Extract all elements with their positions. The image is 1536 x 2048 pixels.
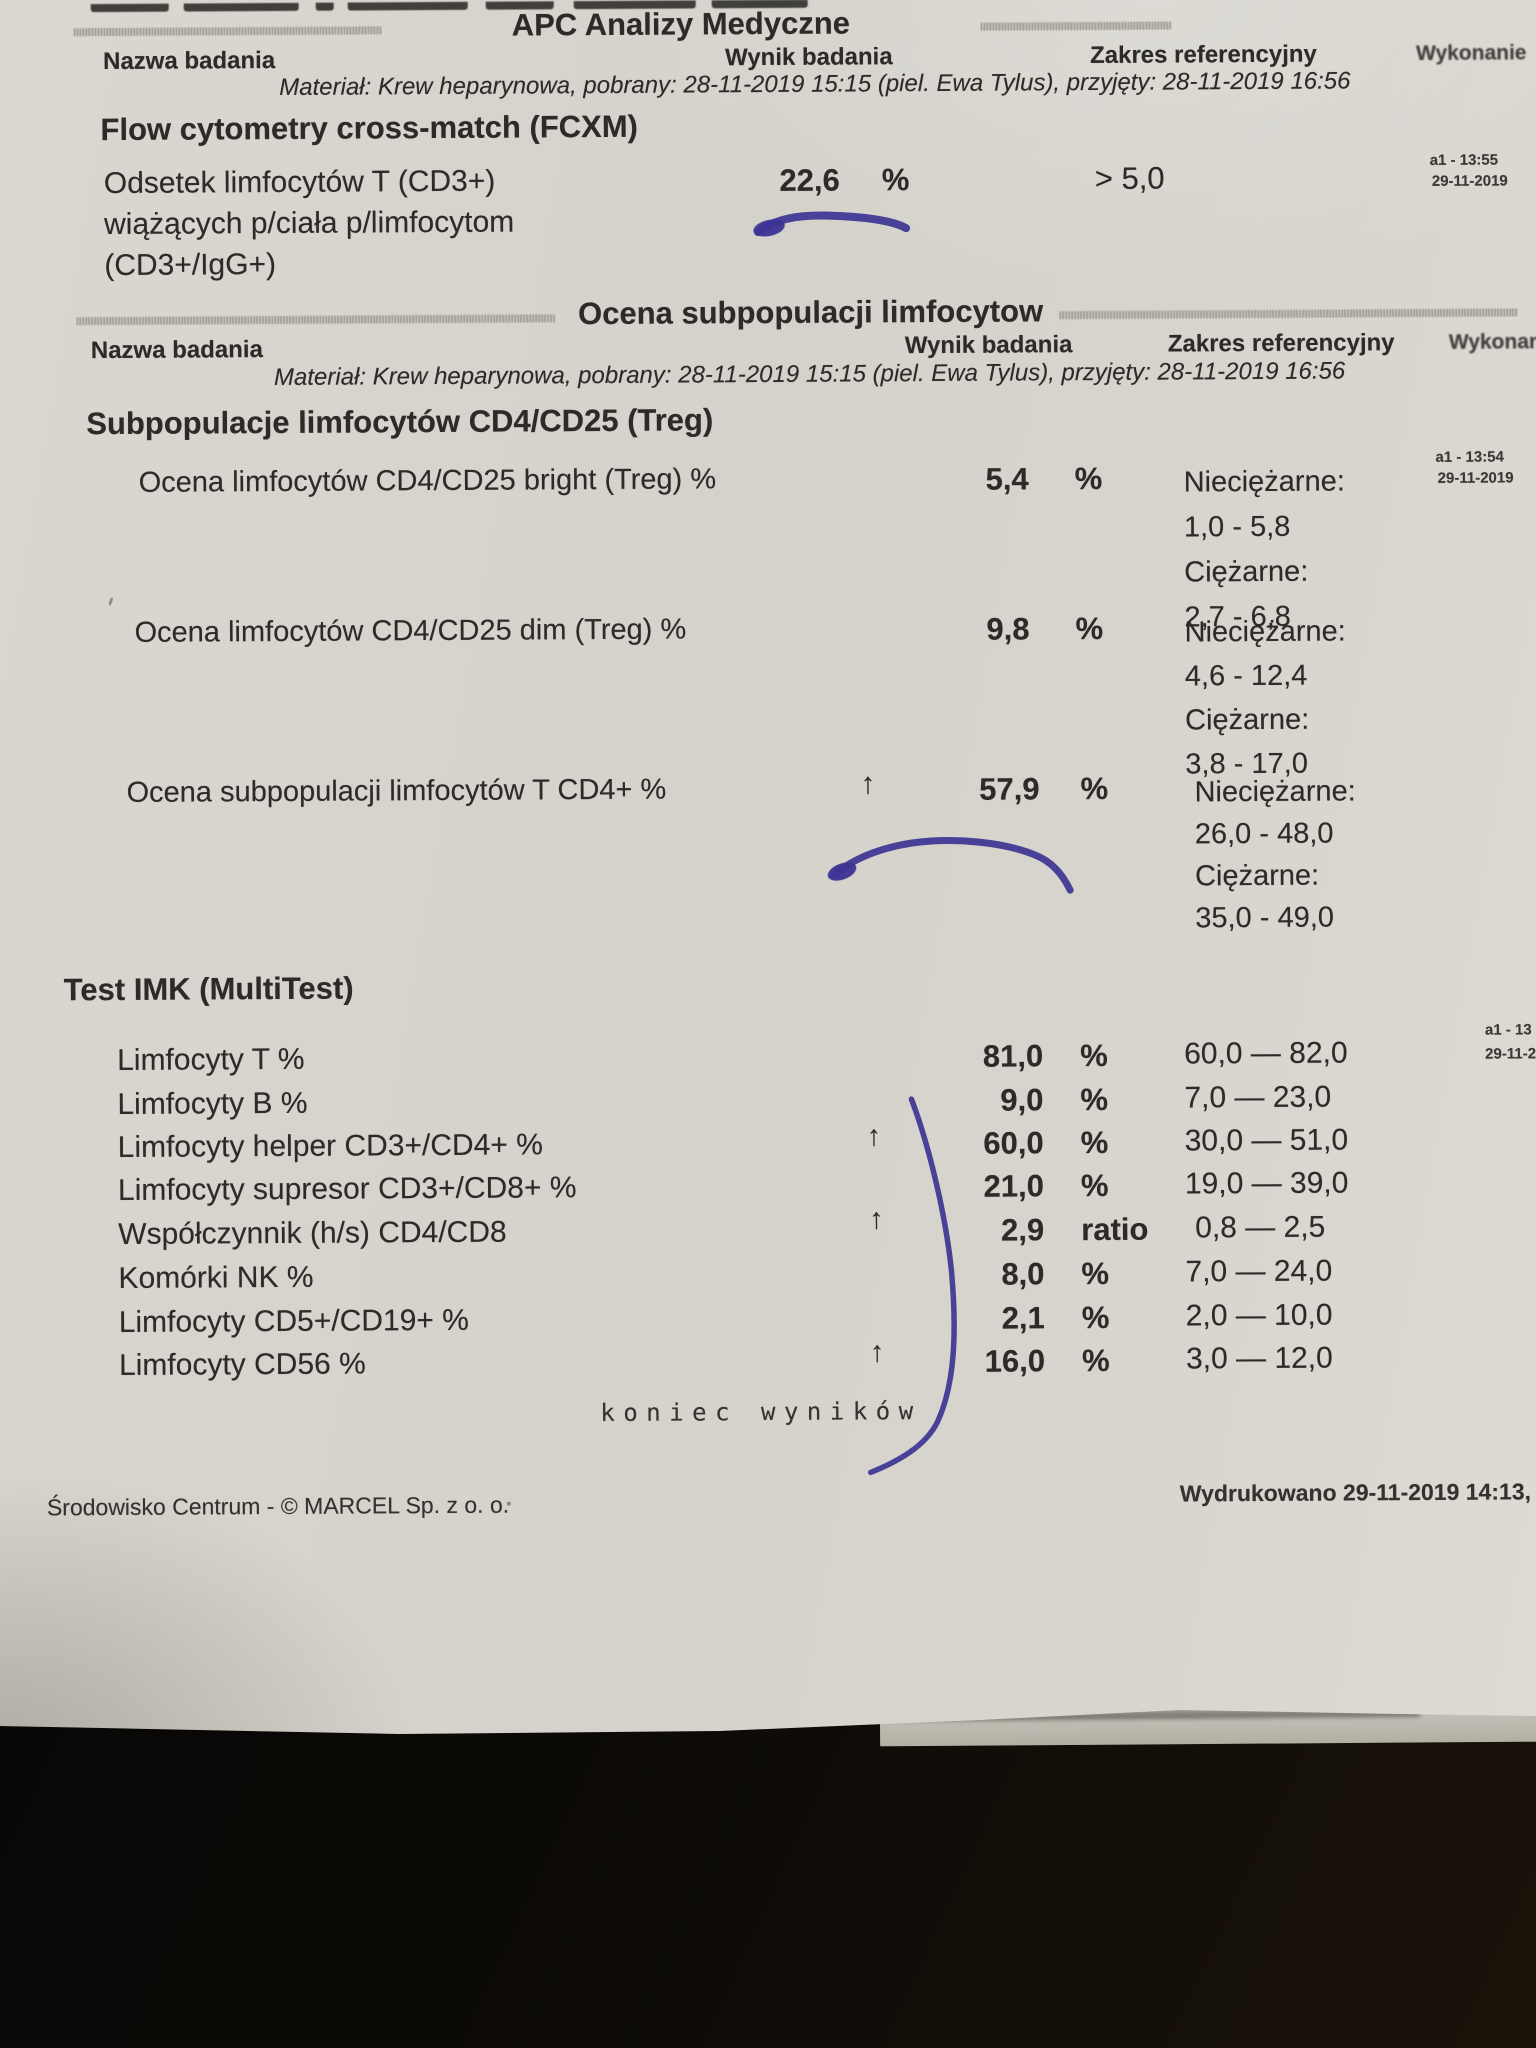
high-flag-arrow-icon: ↑ [866,1120,882,1153]
exec-stamp-date: 29-11-2 [1485,1045,1536,1063]
column-header-exec: Wykonanie [1448,330,1536,354]
reference-range: 0,8 — 2,5 [1195,1210,1326,1245]
range-line2: 26,0 - 48,0 [1194,817,1334,851]
footer-right-text: Wydrukowano 29-11-2019 14:13, stro [1179,1478,1536,1507]
result-unit: % [1081,1255,1110,1292]
material-line: Materiał: Krew heparynowa, pobrany: 28-1… [273,357,1346,392]
pen-blob [827,862,857,881]
result-unit: % [1080,1037,1108,1074]
result-value: 60,0 [983,1125,1044,1161]
decorative-band [980,21,1171,31]
high-flag-arrow-icon: ↑ [860,767,876,801]
imk-group-title: Test IMK (MultiTest) [63,970,354,1008]
reference-range: 2,0 — 10,0 [1185,1298,1333,1333]
test-name: Limfocyty T % [117,1042,305,1077]
exec-stamp-time: a1 - 13:55 [1429,151,1499,169]
pen-underline-22-6 [754,211,911,237]
pen-blob [753,219,785,237]
paper-sheet [0,0,1536,1734]
exec-stamp-time: a1 - 13:54 [1435,448,1504,466]
decorative-band [1059,308,1518,320]
range-line1: Nieciężarne: [1194,775,1356,809]
section1-banner-title: APC Analizy Medyczne [511,5,851,43]
decorative-band [73,26,382,37]
result-value: 9,8 [986,611,1030,647]
test-name-line2: wiążących p/ciała p/limfocytom [103,205,515,242]
test-name: Limfocyty supresor CD3+/CD8+ % [117,1171,577,1207]
test-name: Współczynnik (h/s) CD4/CD8 [118,1215,507,1251]
range-line1: Nieciężarne: [1184,615,1346,649]
end-of-results-text: koniec wyników [600,1397,922,1428]
result-unit: % [1080,1167,1109,1204]
test-name: Ocena limfocytów CD4/CD25 bright (Treg) … [138,463,717,499]
test-name: Komórki NK % [118,1260,314,1295]
column-header-range: Zakres referencyjny [1089,40,1317,70]
result-unit: % [881,162,910,198]
result-value: 2,9 [1001,1212,1045,1248]
result-unit: % [1080,770,1109,807]
test-name: Ocena subpopulacji limfocytów T CD4+ % [126,773,667,809]
column-header-range: Zakres referencyjny [1167,329,1395,358]
section2-banner-title: Ocena subpopulacji limfocytow [577,293,1044,332]
test-name: Limfocyty CD56 % [118,1347,366,1382]
result-value: 81,0 [982,1038,1044,1074]
pen-underline-57-9 [830,837,1074,894]
result-unit: ratio [1081,1211,1149,1248]
result-value: 9,0 [1000,1082,1044,1118]
result-unit: % [1074,460,1103,497]
range-line2: 1,0 - 5,8 [1183,510,1291,544]
result-value: 8,0 [1001,1256,1045,1292]
result-unit: % [1081,1299,1110,1336]
test-name: Limfocyty helper CD3+/CD4+ % [117,1128,543,1164]
result-unit: % [1080,1124,1109,1161]
reference-range: 19,0 — 39,0 [1184,1166,1349,1201]
reference-range: 7,0 — 23,0 [1184,1080,1332,1115]
high-flag-arrow-icon: ↑ [869,1203,884,1236]
column-header-name: Nazwa badania [90,336,263,365]
paper-speck [108,596,114,607]
reference-range: 30,0 — 51,0 [1184,1123,1349,1158]
column-header-exec: Wykonanie [1415,41,1527,66]
range-line3: Ciężarne: [1184,555,1309,589]
range-line1: Nieciężarne: [1183,465,1345,499]
result-value: 22,6 [779,162,840,198]
test-name: Limfocyty B % [117,1086,308,1121]
reference-range: 3,0 — 12,0 [1185,1341,1333,1376]
result-value: 5,4 [985,461,1029,497]
result-value: 16,0 [984,1343,1046,1379]
result-unit: % [1080,1081,1109,1118]
result-value: 21,0 [983,1168,1045,1204]
test-name-line1: Odsetek limfocytów T (CD3+) [103,164,496,201]
range-line3: Ciężarne: [1185,703,1310,737]
fcxm-group-title: Flow cytometry cross-match (FCXM) [100,108,639,148]
treg-group-title: Subpopulacje limfocytów CD4/CD25 (Treg) [86,402,714,442]
column-header-result: Wynik badania [724,43,893,72]
paper-speck [506,1501,511,1506]
result-value: 57,9 [979,771,1040,807]
range-line3: Ciężarne: [1194,859,1320,893]
range-line2: 4,6 - 12,4 [1184,659,1308,693]
result-unit: % [1075,610,1104,647]
exec-stamp-date: 29-11-2019 [1437,469,1514,487]
exec-stamp-date: 29-11-2019 [1431,172,1508,190]
result-value: 2,1 [1001,1300,1045,1336]
decorative-band [76,314,555,326]
reference-range: 7,0 — 24,0 [1185,1254,1333,1289]
column-header-name: Nazwa badania [102,46,276,76]
report-content: APC Analizy Medyczne Nazwa badania Wynik… [46,0,1536,1521]
material-line: Materiał: Krew heparynowa, pobrany: 28-1… [279,67,1351,101]
reference-range: 60,0 — 82,0 [1184,1036,1348,1071]
high-flag-arrow-icon: ↑ [869,1336,885,1369]
result-unit: % [1081,1342,1110,1379]
exec-stamp-time: a1 - 13 [1484,1021,1532,1039]
test-name-line3: (CD3+/IgG+) [104,247,277,283]
test-name: Limfocyty CD5+/CD19+ % [118,1303,470,1339]
reference-range: > 5,0 [1094,160,1165,196]
column-header-result: Wynik badania [904,331,1073,360]
footer-left-text: Środowisko Centrum - © MARCEL Sp. z o. o… [46,1491,510,1521]
test-name: Ocena limfocytów CD4/CD25 dim (Treg) % [134,613,687,649]
range-line4: 35,0 - 49,0 [1195,901,1335,935]
